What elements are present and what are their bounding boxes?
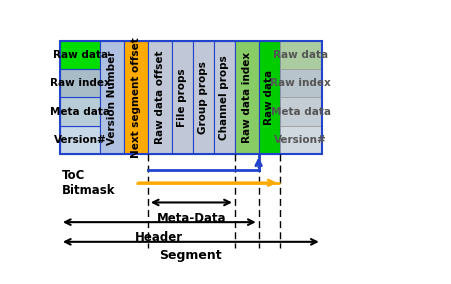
- Text: Group props: Group props: [198, 61, 208, 134]
- Bar: [60, 126, 100, 154]
- Text: File props: File props: [177, 68, 187, 127]
- Text: Next segment offset: Next segment offset: [131, 37, 141, 158]
- Text: ToC
Bitmask: ToC Bitmask: [62, 169, 115, 197]
- Text: Meta-Data: Meta-Data: [156, 212, 226, 225]
- Bar: [234, 41, 258, 154]
- Bar: [171, 41, 192, 154]
- Text: Meta data: Meta data: [50, 107, 110, 117]
- Text: Meta data: Meta data: [270, 107, 330, 117]
- Text: Raw data index: Raw data index: [241, 52, 251, 143]
- Bar: [60, 97, 100, 126]
- Bar: [279, 41, 321, 69]
- Bar: [279, 126, 321, 154]
- Text: Version#: Version#: [274, 135, 327, 145]
- Text: Segment: Segment: [159, 249, 221, 262]
- Bar: [60, 41, 100, 69]
- Text: Channel props: Channel props: [219, 55, 229, 140]
- Text: Raw data offset: Raw data offset: [155, 51, 165, 144]
- Text: Raw data: Raw data: [52, 50, 107, 60]
- Text: Raw data: Raw data: [263, 70, 273, 125]
- Bar: [258, 41, 279, 154]
- Text: Version#: Version#: [54, 135, 106, 145]
- Bar: [147, 41, 171, 154]
- Text: Header: Header: [135, 231, 183, 244]
- Bar: [60, 69, 100, 97]
- Bar: [213, 41, 234, 154]
- Text: Version Number: Version Number: [107, 50, 117, 145]
- Bar: [124, 41, 147, 154]
- Bar: [100, 41, 124, 154]
- Bar: [60, 41, 321, 154]
- Bar: [279, 69, 321, 97]
- Text: Raw index: Raw index: [50, 78, 110, 88]
- Bar: [192, 41, 213, 154]
- Bar: [279, 97, 321, 126]
- Text: Raw index: Raw index: [270, 78, 330, 88]
- Text: Raw data: Raw data: [272, 50, 327, 60]
